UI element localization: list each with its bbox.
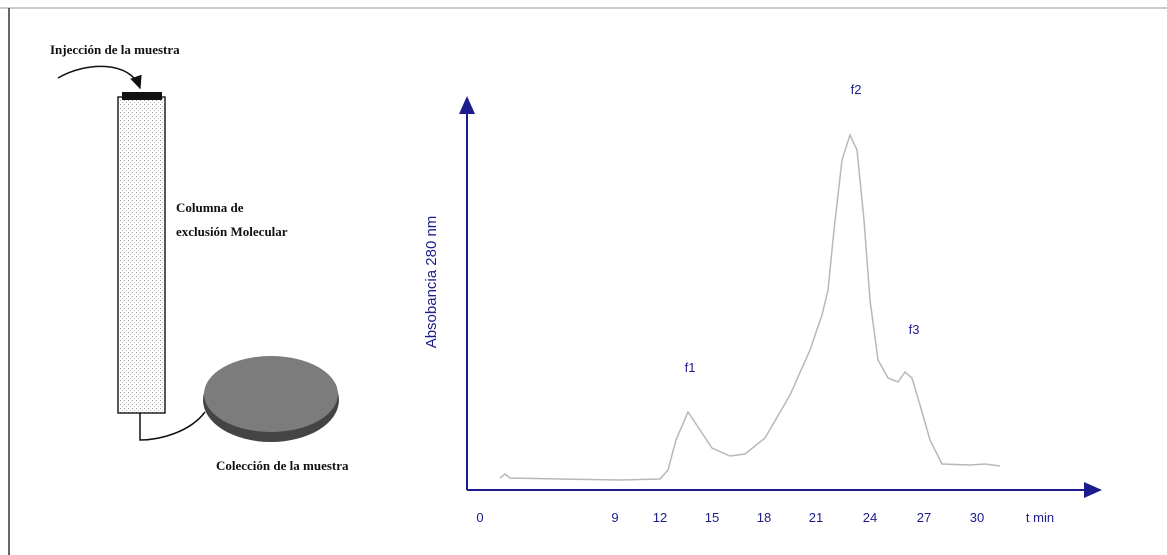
x-tick-label: 0 — [476, 510, 483, 525]
outlet-tube — [140, 412, 205, 440]
page: {"column_diagram": {"injection_label": "… — [0, 0, 1167, 555]
chromatogram-trace — [500, 135, 1000, 480]
x-tick-label: 9 — [611, 510, 618, 525]
column-label: Columna de — [176, 200, 244, 215]
x-tick-label: 24 — [863, 510, 877, 525]
column — [118, 97, 165, 413]
x-unit: t min — [1026, 510, 1054, 525]
collection-label: Colección de la muestra — [216, 458, 349, 473]
x-tick-label: 18 — [757, 510, 771, 525]
x-ticks: 0 9 12 15 18 21 24 27 30 — [476, 510, 984, 525]
peak-label: f3 — [909, 322, 920, 337]
x-tick-label: 12 — [653, 510, 667, 525]
figure: Injección de la muestra Columna de exclu… — [0, 0, 1167, 555]
x-tick-label: 21 — [809, 510, 823, 525]
column-cap — [122, 92, 162, 100]
injection-arrow — [58, 66, 140, 88]
column-label: exclusión Molecular — [176, 224, 288, 239]
collector — [204, 356, 338, 432]
y-axis-label: Absobancia 280 nm — [423, 216, 440, 349]
x-tick-label: 27 — [917, 510, 931, 525]
injection-label: Injección de la muestra — [50, 42, 180, 57]
x-tick-label: 15 — [705, 510, 719, 525]
peak-label: f1 — [685, 360, 696, 375]
x-tick-label: 30 — [970, 510, 984, 525]
peak-label: f2 — [851, 82, 862, 97]
